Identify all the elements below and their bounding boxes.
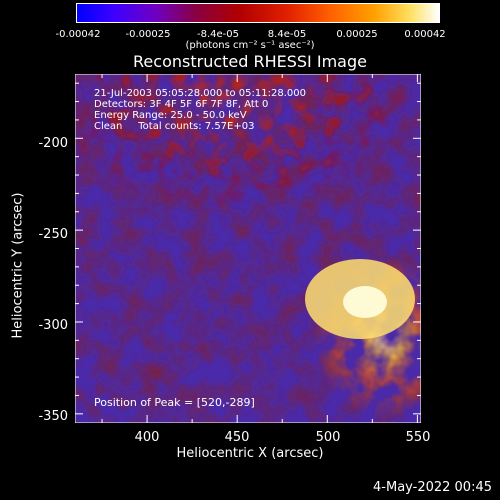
rhessi-image bbox=[75, 74, 421, 423]
colorbar-tick-3: 8.4e-05 bbox=[267, 29, 307, 40]
colorbar-unit-label: (photons cm⁻² s⁻¹ asec⁻²) bbox=[185, 40, 315, 51]
y-tick-label: -350 bbox=[38, 409, 68, 424]
colorbar-tick-2: -8.4e-05 bbox=[197, 29, 239, 40]
info-time: 21-Jul-2003 05:05:28.000 to 05:11:28.000 bbox=[94, 88, 306, 99]
x-tick-label: 500 bbox=[315, 430, 341, 445]
x-tick-label: 450 bbox=[224, 430, 250, 445]
y-tick-label: -200 bbox=[38, 136, 68, 151]
x-tick-label: 550 bbox=[405, 430, 431, 445]
x-tick-label: 400 bbox=[134, 430, 160, 445]
colorbar-tick-4: 0.00025 bbox=[336, 29, 378, 40]
colorbar-tick-1: -0.00025 bbox=[125, 29, 171, 40]
info-clean: Clean Total counts: 7.57E+03 bbox=[94, 121, 255, 132]
plot-title: Reconstructed RHESSI Image bbox=[133, 52, 367, 71]
y-axis-label: Heliocentric Y (arcsec) bbox=[10, 192, 26, 339]
info-detectors: Detectors: 3F 4F 5F 6F 7F 8F, Att 0 bbox=[94, 99, 269, 110]
colorbar bbox=[76, 3, 440, 23]
peak-position-label: Position of Peak = [520,-289] bbox=[94, 396, 255, 409]
colorbar-tick-0: -0.00042 bbox=[55, 29, 101, 40]
x-axis-label: Heliocentric X (arcsec) bbox=[176, 446, 324, 461]
y-tick-label: -300 bbox=[38, 318, 68, 333]
info-energy: Energy Range: 25.0 - 50.0 keV bbox=[94, 110, 247, 121]
y-tick-label: -250 bbox=[38, 227, 68, 242]
footer-date: 4-May-2022 00:45 bbox=[373, 480, 492, 495]
colorbar-tick-5: 0.00042 bbox=[404, 29, 446, 40]
